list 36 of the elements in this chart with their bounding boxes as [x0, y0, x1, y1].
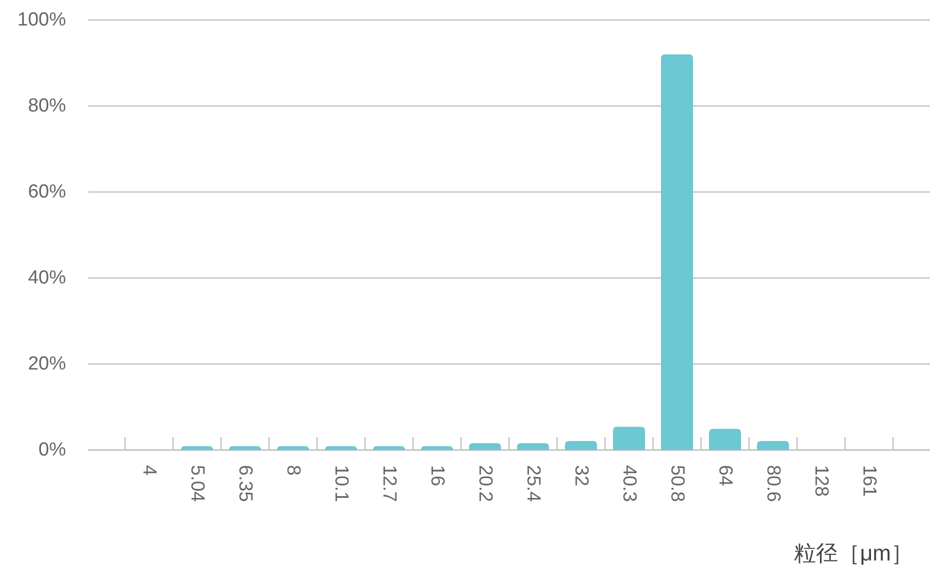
x-tick-label: 40.3 [618, 465, 640, 502]
y-tick-label: 0% [38, 440, 66, 460]
bar [325, 446, 357, 450]
y-tick-label: 40% [28, 268, 66, 288]
x-tick-label: 16 [426, 465, 448, 486]
bar [517, 443, 549, 450]
x-tick-label: 50.8 [666, 465, 688, 502]
bar [229, 446, 261, 450]
bar [661, 54, 693, 450]
y-tick-label: 100% [17, 10, 66, 30]
x-tick-label: 20.2 [474, 465, 496, 502]
bar [373, 446, 405, 450]
bar [469, 443, 501, 450]
x-tick-label: 6.35 [234, 465, 256, 502]
x-tick-label: 5.04 [186, 465, 208, 502]
x-tick-label: 64 [714, 465, 736, 487]
x-tick-label: 4 [138, 465, 160, 476]
bar [277, 446, 309, 450]
bar [565, 440, 597, 450]
x-tick-label: 161 [858, 465, 880, 497]
x-tick-label: 128 [810, 465, 832, 497]
x-tick-label: 12.7 [378, 465, 400, 502]
y-tick-label: 60% [28, 182, 66, 202]
y-tick-label: 20% [28, 354, 66, 374]
y-tick-label: 80% [28, 96, 66, 116]
x-tick-label: 10.1 [330, 465, 352, 502]
bar [613, 426, 645, 450]
x-axis-title: 粒径［μm］ [794, 540, 913, 566]
x-tick-label: 25.4 [522, 465, 544, 502]
bar [181, 446, 213, 450]
bar [757, 440, 789, 450]
x-tick-label: 32 [570, 465, 592, 486]
bar [709, 428, 741, 450]
x-tick-label: 80.6 [762, 465, 784, 502]
x-tick-label: 8 [282, 465, 304, 476]
bar [421, 446, 453, 450]
